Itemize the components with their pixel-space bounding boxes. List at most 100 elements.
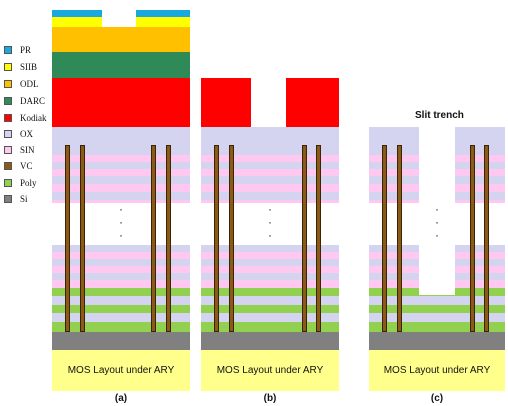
ox-layer	[52, 259, 190, 266]
legend-item-odl: ODL	[4, 78, 64, 90]
si-layer	[201, 332, 339, 350]
mos-layout-block: MOS Layout under ARY	[52, 350, 190, 391]
legend-label: PR	[20, 45, 32, 55]
ox-layer	[52, 176, 190, 184]
ox-layer	[201, 162, 339, 169]
panel-a: · · · MOS Layout under ARY (a)	[52, 0, 190, 406]
vc-pillar	[229, 145, 234, 332]
panel-caption: (c)	[430, 393, 444, 404]
legend-swatch	[4, 179, 12, 187]
ox-layer	[52, 162, 190, 169]
si-layer	[369, 332, 505, 350]
ox-layer	[201, 176, 339, 184]
ellipsis-dots: · · ·	[435, 202, 439, 242]
legend-swatch	[4, 97, 12, 105]
sin-layer	[52, 200, 190, 203]
ox-layer	[52, 245, 190, 252]
vc-pillar	[470, 145, 475, 332]
ox-layer	[52, 313, 190, 322]
vc-pillar	[65, 145, 70, 332]
sin-layer	[52, 184, 190, 192]
ox-layer	[52, 296, 190, 305]
poly-layer	[52, 305, 190, 313]
sin-layer	[201, 252, 339, 259]
ox-layer	[52, 192, 190, 200]
kodiak-opening	[251, 78, 286, 127]
ox-layer	[52, 273, 190, 280]
legend-label: Kodiak	[20, 113, 47, 123]
ox-layer	[369, 313, 505, 322]
legend-swatch	[4, 195, 12, 203]
panel-c: Slit trench · · · MOS Layout under ARY (c)	[369, 0, 505, 406]
ox-layer	[369, 296, 505, 305]
legend-swatch	[4, 46, 12, 54]
pr-opening-2	[102, 10, 136, 27]
vc-pillar	[80, 145, 85, 332]
vc-pillar	[382, 145, 387, 332]
legend-label: DARC	[20, 96, 46, 106]
panel-b: · · · MOS Layout under ARY (b)	[201, 0, 339, 406]
sin-layer	[52, 252, 190, 259]
vc-pillar	[484, 145, 489, 332]
sin-layer	[52, 155, 190, 162]
mos-label: MOS Layout under ARY	[216, 365, 324, 376]
mos-layout-block: MOS Layout under ARY	[201, 350, 339, 391]
ellipsis-dots: · · ·	[268, 202, 272, 242]
panel-caption: (b)	[263, 393, 277, 404]
legend-label: SIN	[20, 145, 35, 155]
ox-layer	[201, 313, 339, 322]
legend-item-si: Si	[4, 193, 64, 205]
legend-item-ox: OX	[4, 128, 64, 140]
vc-pillar	[316, 145, 321, 332]
legend-swatch	[4, 63, 12, 71]
sin-layer	[52, 266, 190, 273]
legend-label: Poly	[20, 178, 37, 188]
sin-layer	[52, 280, 190, 288]
poly-layer	[52, 288, 190, 296]
vc-pillar	[166, 145, 171, 332]
odl-layer	[52, 27, 190, 52]
sin-layer	[201, 169, 339, 176]
sin-layer	[201, 200, 339, 203]
sin-layer	[201, 155, 339, 162]
ox-layer	[201, 245, 339, 252]
legend-item-siib: SIIB	[4, 61, 64, 73]
legend-item-pr: PR	[4, 44, 64, 56]
poly-layer	[369, 305, 505, 313]
sin-layer	[201, 266, 339, 273]
sin-layer	[201, 280, 339, 288]
legend-swatch	[4, 80, 12, 88]
darc-layer	[52, 52, 190, 78]
panel-caption: (a)	[114, 393, 128, 404]
legend-item-vc: VC	[4, 160, 64, 172]
slit-trench	[419, 127, 455, 295]
ox-layer	[201, 192, 339, 200]
sin-layer	[201, 184, 339, 192]
legend-item-kodiak: Kodiak	[4, 112, 64, 124]
vc-pillar	[151, 145, 156, 332]
vc-pillar	[214, 145, 219, 332]
mos-label: MOS Layout under ARY	[67, 365, 175, 376]
mos-label: MOS Layout under ARY	[383, 365, 491, 376]
poly-layer	[369, 322, 505, 332]
legend-label: Si	[20, 194, 28, 204]
legend-label: ODL	[20, 79, 39, 89]
ox-layer	[201, 296, 339, 305]
legend-swatch	[4, 162, 12, 170]
legend-swatch	[4, 146, 12, 154]
sin-layer	[52, 169, 190, 176]
legend-item-darc: DARC	[4, 95, 64, 107]
ox-layer	[201, 273, 339, 280]
poly-layer	[201, 288, 339, 296]
legend-swatch	[4, 114, 12, 122]
legend-item-sin: SIN	[4, 144, 64, 156]
legend-swatch	[4, 130, 12, 138]
legend-item-poly: Poly	[4, 177, 64, 189]
kodiak-layer	[52, 78, 190, 127]
poly-layer	[52, 322, 190, 332]
ellipsis-dots: · · ·	[119, 202, 123, 242]
vc-pillar	[397, 145, 402, 332]
legend-label: VC	[20, 161, 33, 171]
poly-layer	[201, 305, 339, 313]
si-layer	[52, 332, 190, 350]
